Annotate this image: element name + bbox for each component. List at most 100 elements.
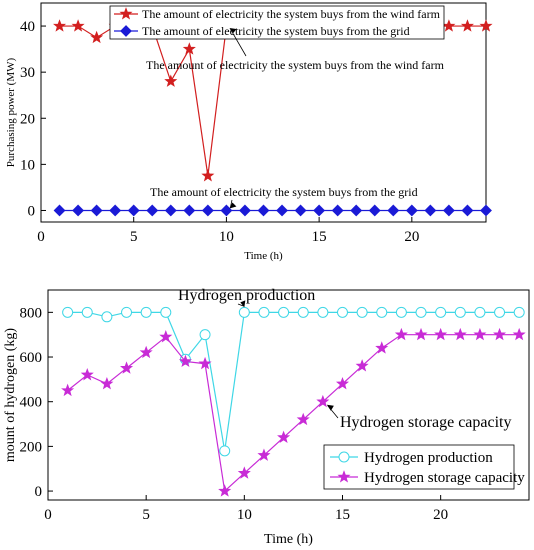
legend-box <box>109 5 445 40</box>
legend-entry: The amount of electricity the system buy… <box>142 7 441 21</box>
data-point <box>461 204 474 217</box>
y-tick-label: 30 <box>20 65 35 81</box>
data-point <box>258 306 270 318</box>
data-point <box>101 311 113 323</box>
data-point <box>442 19 456 32</box>
legend: Hydrogen production Hydrogen storage capa… <box>323 444 525 490</box>
y-tick-label: 0 <box>28 203 36 219</box>
x-tick-label: 0 <box>44 507 52 523</box>
data-point <box>160 306 172 318</box>
data-point <box>199 329 211 341</box>
data-point <box>159 330 173 343</box>
data-point <box>395 306 407 318</box>
x-axis-label: Time (h) <box>264 532 313 547</box>
data-point <box>414 327 428 341</box>
data-point <box>278 306 290 318</box>
data-point <box>493 327 507 341</box>
data-point <box>415 306 427 318</box>
data-point <box>183 204 196 217</box>
data-point <box>219 445 231 457</box>
data-point <box>257 204 270 217</box>
x-tick-label: 5 <box>142 507 150 523</box>
data-point <box>454 306 466 318</box>
y-tick-label: 200 <box>20 439 43 455</box>
y-tick-label: 800 <box>20 305 43 321</box>
data-point <box>512 327 526 341</box>
data-point <box>331 204 344 217</box>
data-point <box>139 345 153 359</box>
data-point <box>434 327 448 341</box>
data-point <box>376 306 388 318</box>
annotation-arrowhead <box>326 404 334 411</box>
data-point <box>53 19 67 32</box>
data-point <box>435 306 447 318</box>
y-tick-label: 0 <box>35 484 43 500</box>
data-point <box>100 376 114 390</box>
data-point <box>442 204 455 217</box>
x-tick-label: 20 <box>433 507 448 523</box>
data-point <box>294 204 307 217</box>
legend-entry: Hydrogen production <box>364 450 493 466</box>
data-point <box>297 306 309 318</box>
data-point <box>336 306 348 318</box>
y-axis-label: Purchasing power (MW) <box>5 57 17 167</box>
data-point <box>405 204 418 217</box>
legend: The amount of electricity the system buy… <box>109 5 445 40</box>
data-point <box>460 19 474 32</box>
x-tick-label: 15 <box>312 229 327 245</box>
data-point <box>355 359 369 372</box>
series-line <box>59 25 486 176</box>
data-point <box>238 306 250 318</box>
data-point <box>276 204 288 217</box>
x-tick-label: 10 <box>219 229 234 245</box>
data-point <box>513 306 525 318</box>
legend-entry: The amount of electricity the system buy… <box>142 24 410 38</box>
data-point <box>127 204 140 217</box>
plot-frame <box>40 2 487 223</box>
annotation-arrow <box>230 28 247 57</box>
data-point <box>335 376 350 390</box>
data-point <box>316 394 330 408</box>
legend-marker <box>119 7 133 20</box>
annotation-arrowhead <box>240 300 246 308</box>
data-point <box>480 204 492 217</box>
annotation-hydrogen-storage: Hydrogen storage capacity <box>340 414 511 431</box>
y-tick-label: 600 <box>20 350 43 366</box>
data-point <box>368 204 381 217</box>
y-tick-label: 40 <box>20 19 35 35</box>
x-tick-label: 5 <box>130 229 138 245</box>
data-point <box>140 306 152 318</box>
data-point <box>201 169 215 182</box>
legend-marker <box>337 470 351 483</box>
data-point <box>474 306 486 318</box>
data-point <box>296 412 310 426</box>
data-point <box>121 306 133 318</box>
data-point <box>350 204 363 217</box>
data-point <box>198 356 212 370</box>
data-point <box>317 306 329 318</box>
data-point <box>218 484 232 497</box>
data-point <box>394 327 408 341</box>
data-point <box>80 368 94 381</box>
data-point <box>313 204 326 217</box>
x-tick-label: 15 <box>335 507 350 523</box>
data-point <box>277 430 291 443</box>
data-point <box>479 19 493 32</box>
data-point <box>494 306 506 318</box>
data-point <box>356 306 368 318</box>
legend-entry: Hydrogen storage capacity <box>364 470 525 486</box>
data-point <box>72 204 85 217</box>
data-point <box>62 306 74 318</box>
data-point <box>61 383 75 397</box>
annotation-arrowhead <box>229 202 237 209</box>
data-point <box>257 448 271 461</box>
series-1 <box>61 327 526 497</box>
y-tick-label: 10 <box>20 157 35 173</box>
data-point <box>387 204 400 217</box>
series-1 <box>53 204 492 217</box>
data-point <box>237 466 251 479</box>
data-point <box>201 204 214 217</box>
x-tick-label: 10 <box>237 507 252 523</box>
y-axis-label: mount of hydrogen (kg) <box>3 328 18 462</box>
